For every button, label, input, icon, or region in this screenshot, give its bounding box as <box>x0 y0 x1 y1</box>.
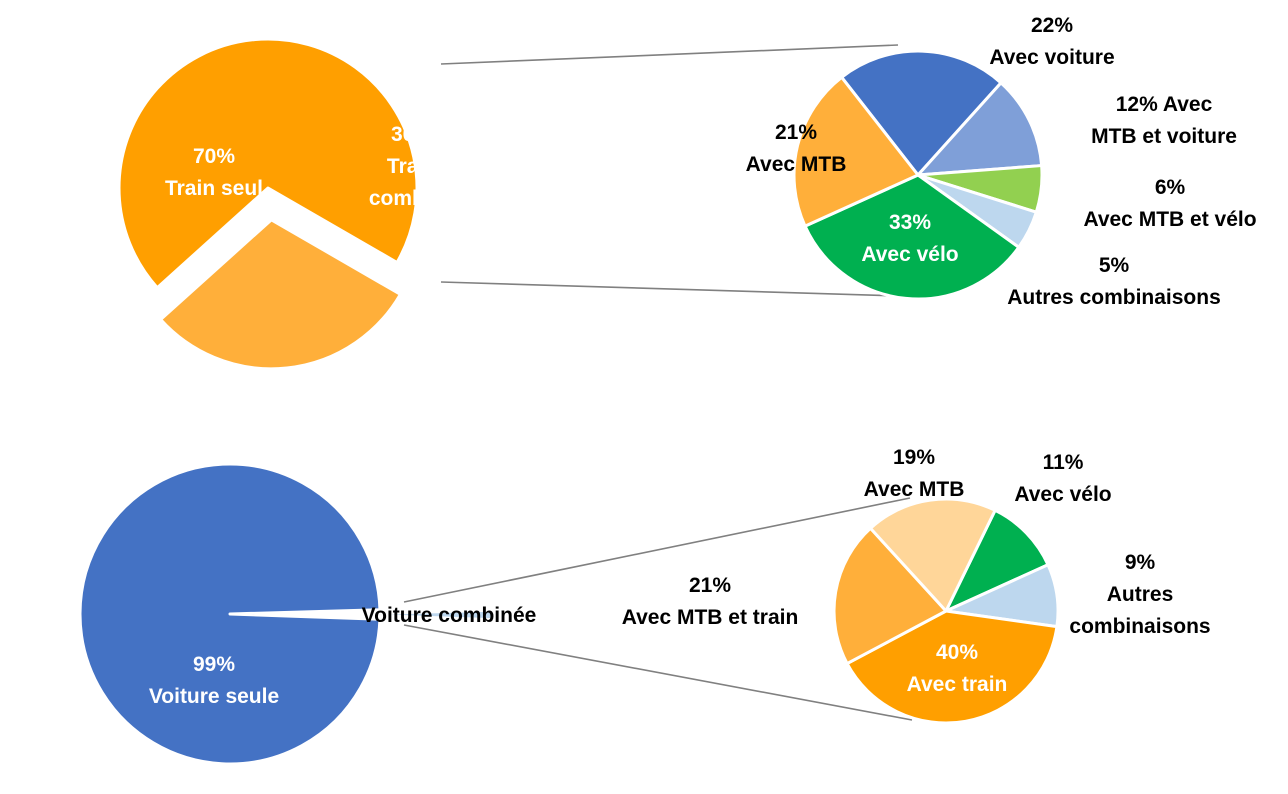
pie2-slice-1 <box>840 49 1003 177</box>
pie2-slice-2 <box>916 81 1044 177</box>
pie2-slice-3-label: 6% Avec MTB et vélo <box>1083 176 1256 231</box>
connector-line-2 <box>440 281 901 297</box>
pie2-slice-4-label: 5% Autres combinaisons <box>1007 254 1221 309</box>
pie4-slice-5-label: 19% Avec MTB <box>864 446 965 501</box>
pie1-slice-2 <box>159 218 402 371</box>
pie4-slice-2-label: 9% Autres combinaisons <box>1069 551 1210 638</box>
pie4-slice-3-label: 40% Avec train <box>907 641 1008 696</box>
pie2-slice-5 <box>803 173 1021 301</box>
pie4-slice-5 <box>868 497 997 613</box>
pie4-slice-4-label: 21% Avec MTB et train <box>622 574 799 629</box>
connector-line-1 <box>440 44 899 65</box>
pie3-slice-2-label: Voiture combinée <box>362 604 537 627</box>
pie1-slice-1 <box>117 37 419 290</box>
pie3-slice-1-label: 99% Voiture seule <box>149 653 279 708</box>
pie2-slice-1-label: 22% Avec voiture <box>989 14 1114 69</box>
pie3-slice-2 <box>340 608 494 622</box>
connector-line-3 <box>403 497 911 603</box>
connector-line-4 <box>403 624 913 721</box>
pie3-slice-1 <box>78 462 382 766</box>
pie2-slice-6 <box>792 75 920 228</box>
pie4-slice-4 <box>832 526 948 666</box>
pie1-slice-2-label: 30% Train combiné <box>369 123 455 210</box>
pie1-slice-1-label: 70% Train seul <box>165 145 263 200</box>
connector-lines <box>403 44 913 721</box>
slice-labels: 70% Train seul 30% Train combiné 22% Avec voit… <box>149 14 1257 708</box>
pie4-slice-1-label: 11% Avec vélo <box>1014 451 1111 506</box>
pie2-slice-6-label: 21% Avec MTB <box>746 121 847 176</box>
pie4-slice-3 <box>845 609 1059 725</box>
pie-slices <box>78 37 1060 766</box>
pie2-slice-5-label: 33% Avec vélo <box>861 211 958 266</box>
pie2-slice-2-label: 12% Avec MTB et voiture <box>1091 93 1237 148</box>
